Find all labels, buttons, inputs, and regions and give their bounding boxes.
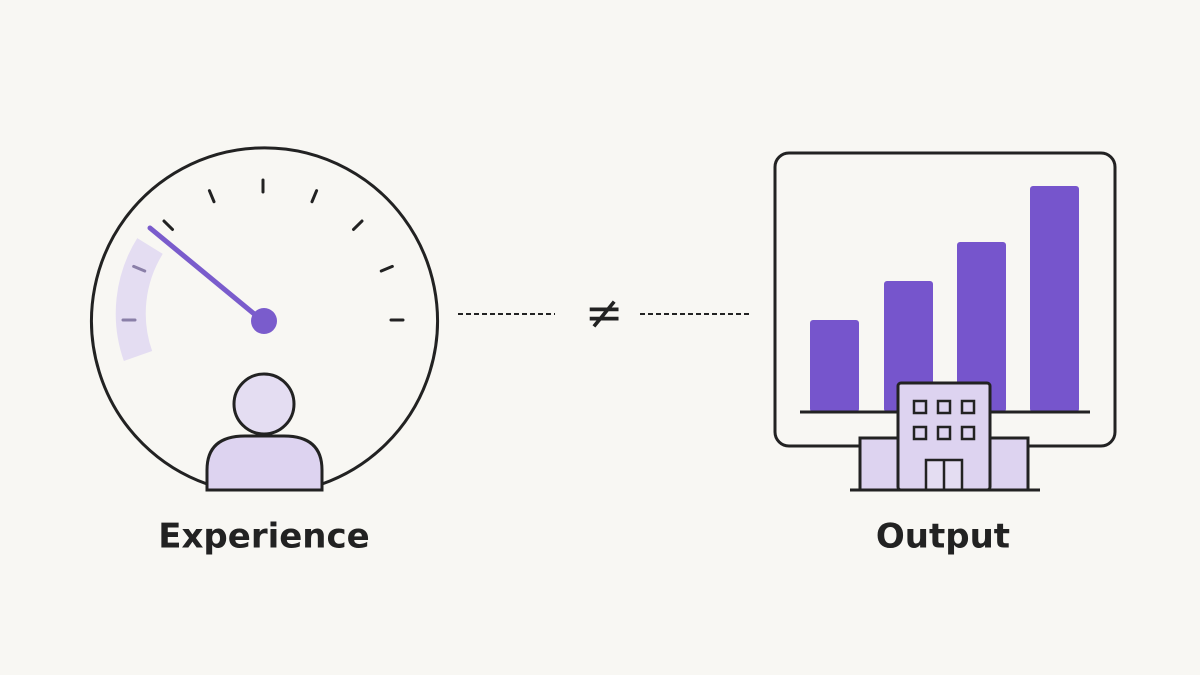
- window: [960, 399, 976, 415]
- windows: [912, 399, 976, 441]
- building: [850, 381, 1040, 492]
- window: [912, 399, 928, 415]
- person-body: [205, 434, 324, 492]
- bar-icon: [810, 320, 859, 412]
- gauge-tick: [207, 189, 216, 204]
- window: [936, 425, 952, 441]
- gauge-tick: [132, 264, 147, 273]
- bar-icon: [957, 242, 1006, 412]
- bar-icon: [884, 281, 933, 412]
- output-label: Output: [876, 517, 1010, 557]
- window: [936, 399, 952, 415]
- experience-label: Experience: [158, 517, 369, 557]
- window: [960, 425, 976, 441]
- gauge-tick: [310, 189, 319, 204]
- gauge-tick: [162, 219, 174, 231]
- output-panel: [773, 151, 1117, 448]
- window: [912, 425, 928, 441]
- bar-icon: [1030, 186, 1079, 412]
- gauge-tick: [352, 219, 364, 231]
- gauge-dial: [90, 146, 439, 486]
- gauge-tick: [379, 264, 394, 273]
- gauge-hub: [251, 308, 277, 334]
- person: [205, 372, 324, 492]
- gauge-range: [115, 238, 163, 361]
- person-head: [232, 372, 296, 436]
- not-equal-symbol: ≠: [585, 286, 624, 340]
- gauge-needle: [147, 225, 267, 325]
- gauge: [90, 146, 439, 486]
